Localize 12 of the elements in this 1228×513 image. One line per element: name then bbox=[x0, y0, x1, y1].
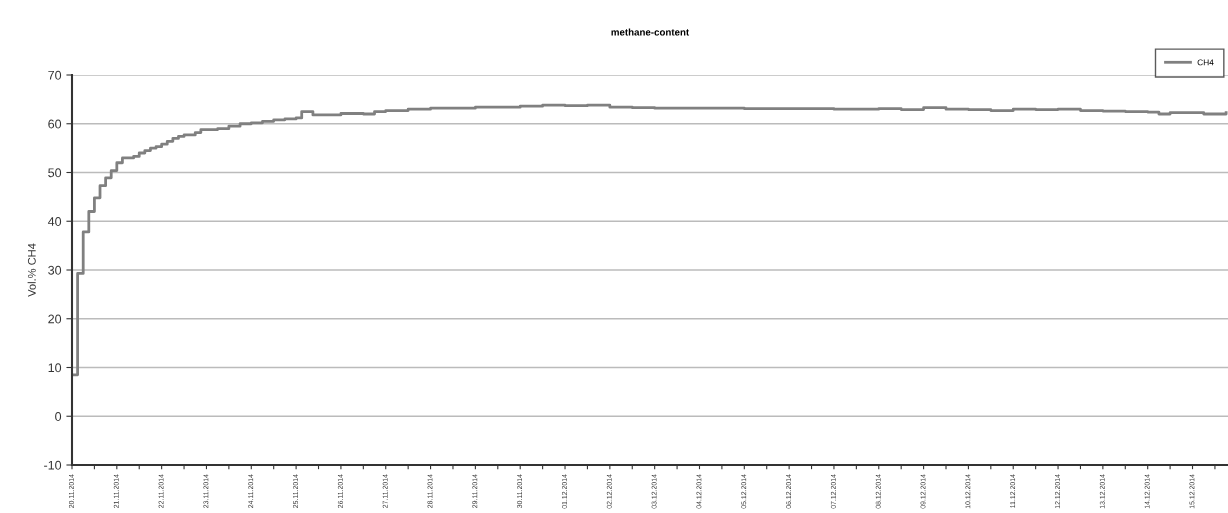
y-tick-label: 20 bbox=[48, 314, 62, 324]
chart-title: methane-content bbox=[611, 28, 690, 36]
y-tick-label: 10 bbox=[48, 363, 62, 373]
y-tick-label: 60 bbox=[48, 119, 62, 129]
y-tick-label: 50 bbox=[48, 168, 62, 178]
y-axis-title: Vol.% CH4 bbox=[27, 243, 36, 297]
y-tick-label: 40 bbox=[47, 217, 62, 226]
y-tick-label: -10 bbox=[44, 460, 62, 470]
y-tick-label: 30 bbox=[48, 265, 62, 275]
y-tick-label: 70 bbox=[48, 70, 62, 80]
legend-label: CH4 bbox=[1197, 59, 1214, 66]
y-tick-label: 0 bbox=[55, 412, 62, 421]
